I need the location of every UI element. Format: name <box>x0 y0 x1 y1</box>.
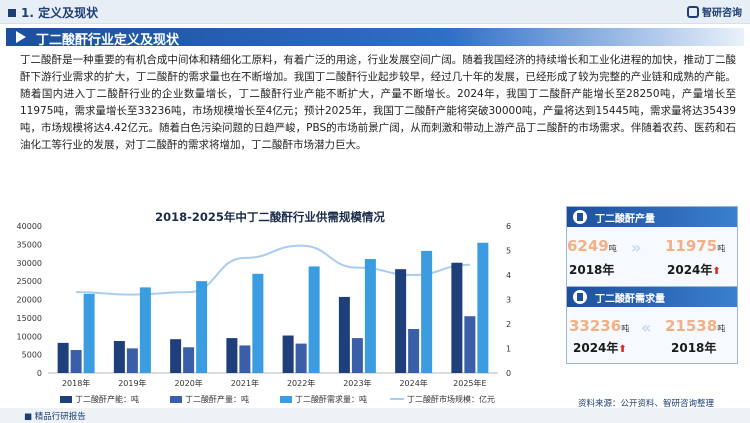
demand-right-value: 21538吨 <box>665 317 726 335</box>
logo-text: 智研咨询 <box>702 8 742 19</box>
bar-demand <box>308 266 320 373</box>
source-note: 资料来源：公开资料、智研咨询整理 <box>578 399 715 409</box>
bar-demand <box>364 259 376 373</box>
bar-capacity <box>395 269 407 373</box>
demand-card: 丁二酸酐需求量 33236吨 2024年⬆ « 21538吨 2018年 <box>566 286 738 364</box>
production-right-year: 2024年⬆ <box>667 263 721 277</box>
demand-card-header: 丁二酸酐需求量 <box>567 287 737 307</box>
brand-logo: 智研咨询 <box>687 4 742 19</box>
chart-title: 2018-2025年中丁二酸酐行业供需规模情况 <box>155 210 385 224</box>
market-size-line <box>76 244 470 296</box>
legend-capacity: 丁二酸酐产能：吨 <box>60 394 139 405</box>
bar-output <box>126 348 138 373</box>
y-left-tick-label: 0 <box>37 369 42 378</box>
x-tick-label: 2021年 <box>231 378 259 388</box>
intro-paragraph: 丁二酸酐是一种重要的有机合成中间体和精细化工原料，有着广泛的用途，行业发展空间广… <box>20 54 736 151</box>
bar-capacity <box>170 339 182 373</box>
legend-output: 丁二酸酐产量：吨 <box>170 394 249 405</box>
bar-capacity <box>57 342 69 373</box>
y-right-tick-label: 1 <box>506 345 511 354</box>
title-banner: 丁二酸酐行业定义及现状 <box>6 28 744 48</box>
legend-line <box>390 398 404 400</box>
y-left-tick-label: 30000 <box>17 259 42 268</box>
production-right-value: 11975吨 <box>665 237 726 255</box>
x-tick-label: 2020年 <box>174 378 202 388</box>
y-left-tick-label: 40000 <box>17 222 42 231</box>
y-right-tick-label: 6 <box>506 222 511 231</box>
arrow-icon <box>16 31 26 43</box>
bar-demand <box>477 242 489 373</box>
legend-swatch <box>280 396 292 403</box>
bar-output <box>351 338 363 373</box>
arrow-up-icon: ⬆ <box>618 344 627 355</box>
demand-left-year: 2024年⬆ <box>573 341 627 355</box>
x-tick-label: 2019年 <box>118 378 146 388</box>
bar-capacity <box>113 341 125 373</box>
y-left-tick-label: 20000 <box>17 296 42 305</box>
production-card: 丁二酸酐产量 6249吨 2018年 » 11975吨 2024年⬆ <box>566 206 738 288</box>
bar-demand <box>421 250 433 373</box>
bar-demand <box>252 273 264 373</box>
arrow-up-icon: ⬆ <box>712 266 721 277</box>
production-left-value: 6249吨 <box>567 237 617 255</box>
x-tick-label: 2018年 <box>62 378 90 388</box>
section-title: 1. 定义及现状 <box>8 4 98 21</box>
y-left-tick-label: 15000 <box>17 314 42 323</box>
x-tick-label: 2025年E <box>453 378 486 388</box>
demand-right-year: 2018年 <box>671 341 717 355</box>
production-left-year: 2018年 <box>569 263 615 277</box>
section-title-text: 1. 定义及现状 <box>21 6 99 20</box>
demand-left-value: 33236吨 <box>569 317 630 335</box>
y-left-tick-label: 10000 <box>17 332 42 341</box>
bar-capacity <box>451 262 463 373</box>
legend-demand: 丁二酸酐需求量：吨 <box>280 394 367 405</box>
bar-capacity <box>282 335 294 373</box>
x-tick-label: 2024年 <box>399 378 427 388</box>
chevron-left-icon: « <box>641 318 652 337</box>
flask-icon <box>573 210 587 224</box>
bar-demand <box>139 287 151 373</box>
logo-icon <box>687 6 699 18</box>
supply-demand-chart: 0 5000 10000 15000 20000 25000 30000 35000 40000… <box>17 222 512 388</box>
y-right-tick-label: 2 <box>506 320 511 329</box>
x-tick-label: 2023年 <box>343 378 371 388</box>
bar-capacity <box>338 296 350 373</box>
square-icon <box>8 9 16 17</box>
y-left-tick-label: 5000 <box>22 351 42 360</box>
bar-demand <box>83 293 95 373</box>
y-right-tick-label: 3 <box>506 296 511 305</box>
bottom-bar <box>0 408 750 423</box>
y-right-tick-label: 4 <box>506 271 511 280</box>
footer-label: ■ 精品行研报告 <box>24 412 86 422</box>
bar-output <box>70 350 82 373</box>
bar-demand <box>196 281 208 373</box>
y-right-tick-label: 5 <box>506 247 511 256</box>
bar-capacity <box>226 338 238 373</box>
legend-market-size: 丁二酸酐市场规模：亿元 <box>390 394 495 405</box>
x-tick-label: 2022年 <box>287 378 315 388</box>
bar-output <box>239 345 251 373</box>
y-left-tick-label: 35000 <box>17 240 42 249</box>
bar-output <box>464 316 476 373</box>
y-right-tick-label: 0 <box>506 369 511 378</box>
bar-output <box>183 347 195 373</box>
banner-title: 丁二酸酐行业定义及现状 <box>36 33 180 48</box>
bar-output <box>408 328 420 373</box>
legend-swatch <box>60 396 72 403</box>
chart-icon <box>573 290 587 304</box>
production-card-header: 丁二酸酐产量 <box>567 207 737 227</box>
chevron-right-icon: » <box>631 238 642 257</box>
top-bar: 1. 定义及现状 智研咨询 <box>0 0 750 24</box>
bar-output <box>295 343 307 373</box>
legend-swatch <box>170 396 182 403</box>
y-left-tick-label: 25000 <box>17 277 42 286</box>
